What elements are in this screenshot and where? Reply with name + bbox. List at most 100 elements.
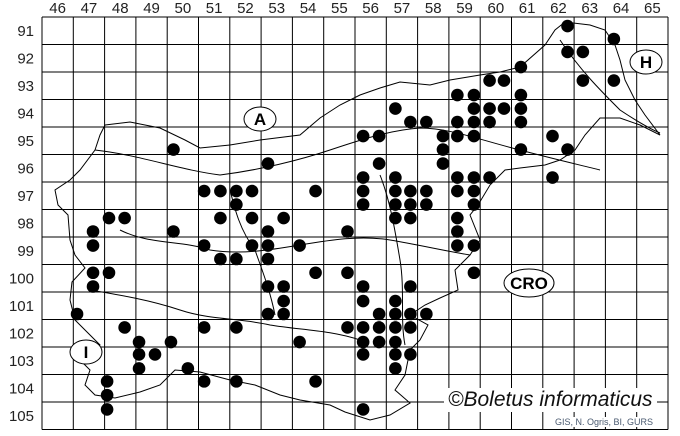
column-label: 63	[581, 0, 598, 17]
column-label: 53	[268, 0, 285, 17]
label-hungary: H	[629, 49, 663, 75]
record-dot	[451, 225, 464, 238]
record-dot	[514, 102, 528, 115]
record-dot	[389, 348, 402, 361]
record-dot	[514, 115, 528, 129]
record-dot	[261, 307, 275, 321]
record-dot	[148, 348, 162, 361]
record-dot	[372, 129, 386, 143]
record-dot	[100, 375, 114, 388]
column-label: 56	[362, 0, 379, 17]
column-label: 61	[519, 0, 536, 17]
country-border	[54, 21, 661, 421]
record-dot	[277, 280, 290, 293]
column-label: 50	[175, 0, 192, 17]
record-dot	[197, 184, 211, 198]
record-dot	[404, 115, 417, 129]
column-label: 60	[488, 0, 505, 17]
record-dot	[451, 211, 464, 225]
record-dot	[356, 403, 370, 416]
record-dot	[451, 115, 464, 129]
record-dot	[197, 321, 211, 334]
label-italy-text: I	[84, 343, 89, 362]
record-dot	[293, 335, 306, 349]
record-dot	[132, 335, 146, 349]
row-label: 103	[9, 353, 34, 370]
record-dot	[214, 211, 227, 225]
record-dot	[467, 239, 481, 252]
record-dot	[118, 321, 131, 334]
record-dot	[483, 102, 496, 115]
row-label: 97	[17, 188, 34, 205]
record-dot	[451, 171, 464, 184]
record-dot	[483, 74, 496, 87]
record-dot	[436, 129, 450, 143]
row-label: 95	[17, 133, 34, 150]
record-dot	[576, 45, 590, 59]
record-dot	[436, 157, 450, 170]
record-dot	[261, 252, 275, 266]
record-dot	[467, 198, 481, 211]
record-dot	[230, 184, 243, 198]
copyright-text: ©Boletus informaticus	[444, 388, 657, 412]
record-dot	[467, 171, 481, 184]
attribution-text: GIS, N. Ogris, BI, GURS	[553, 417, 656, 427]
record-dot	[309, 184, 322, 198]
record-dot	[230, 375, 243, 388]
column-label: 57	[394, 0, 411, 17]
record-dot	[467, 88, 481, 102]
column-label: 47	[81, 0, 98, 17]
label-hungary-text: H	[640, 53, 652, 72]
column-label: 64	[613, 0, 630, 17]
record-dot	[561, 45, 574, 59]
column-label: 55	[331, 0, 348, 17]
record-dot	[420, 198, 433, 211]
record-dot	[293, 239, 306, 252]
record-dot	[132, 362, 146, 375]
record-dot	[451, 184, 464, 198]
row-label: 105	[9, 408, 34, 425]
record-dot	[372, 335, 386, 349]
row-label: 93	[17, 78, 34, 95]
record-dot	[372, 307, 386, 321]
column-label: 62	[550, 0, 567, 17]
record-dot	[214, 252, 227, 266]
record-dot	[576, 74, 590, 87]
record-dot	[420, 184, 433, 198]
label-croatia: CRO	[503, 268, 555, 298]
record-dot	[102, 266, 116, 280]
record-dot	[261, 157, 275, 170]
record-dots	[70, 19, 621, 416]
record-dot	[420, 307, 433, 321]
column-labels: 46 47 48 49 50 51 52 53 54 55 56 57 58 59 60 61 62 63 64 65	[49, 0, 660, 17]
row-label: 100	[9, 270, 34, 287]
record-dot	[483, 115, 496, 129]
label-austria: A	[243, 106, 277, 132]
record-dot	[514, 143, 528, 156]
record-dot	[607, 74, 621, 87]
record-dot	[164, 335, 178, 349]
record-dot	[546, 129, 559, 143]
record-dot	[561, 19, 574, 33]
record-dot	[245, 211, 259, 225]
record-dot	[167, 143, 180, 156]
record-dot	[356, 348, 370, 361]
record-dot	[132, 348, 146, 361]
record-dot	[356, 129, 370, 143]
record-dot	[245, 239, 259, 252]
record-dot	[451, 88, 464, 102]
record-dot	[389, 362, 402, 375]
row-label: 98	[17, 215, 34, 232]
row-labels: 91 92 93 94 95 96 97 98 99 100 101 102 103 104 105	[9, 23, 34, 425]
record-dot	[356, 171, 370, 184]
record-dot	[467, 184, 481, 198]
record-dot	[261, 225, 275, 238]
record-dot	[514, 88, 528, 102]
record-dot	[197, 239, 211, 252]
record-dot	[102, 211, 116, 225]
label-austria-text: A	[254, 110, 266, 129]
record-dot	[389, 335, 402, 349]
record-dot	[389, 307, 402, 321]
record-dot	[86, 266, 100, 280]
